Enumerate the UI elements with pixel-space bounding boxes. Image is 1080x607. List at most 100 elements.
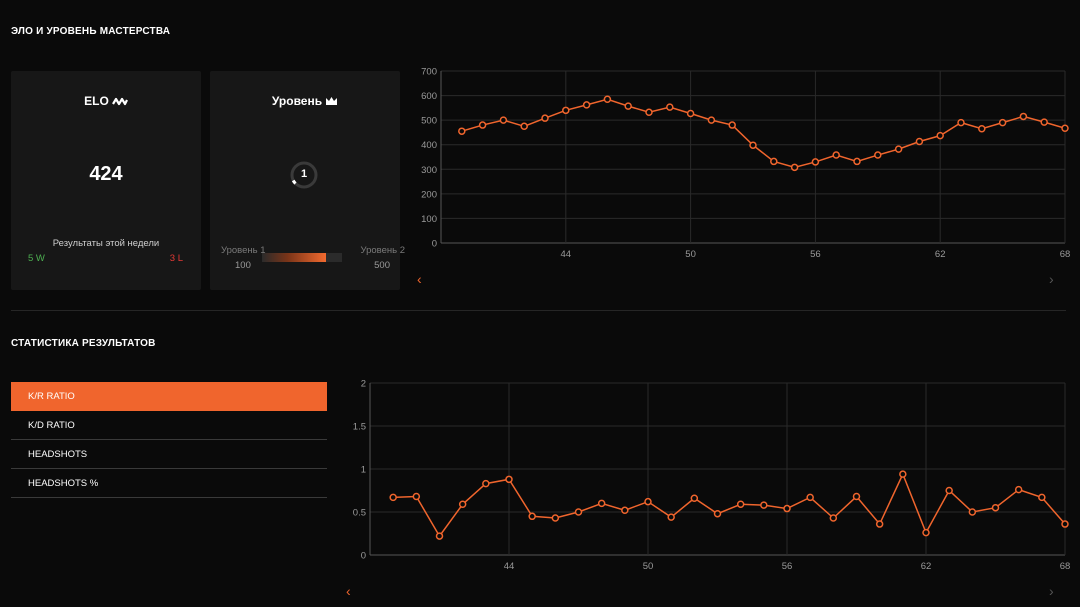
data-point [458,127,466,135]
series-line [393,472,1066,538]
data-point [666,103,674,111]
data-point [899,470,907,478]
level-progress-fill [262,253,326,262]
data-point [562,106,570,115]
data-point [551,514,560,522]
data-point [829,514,838,522]
data-point [998,118,1007,127]
y-tick-label: 0 [432,239,437,250]
level-card: Уровень 1 Уровень 1 Уровень 2 100 500 [210,71,405,290]
x-tick-label: 68 [1060,249,1071,260]
stats-menu-item[interactable]: HEADSHOTS % [11,469,327,498]
data-point [991,503,1000,512]
level-number: 1 [300,168,308,180]
data-point [435,532,444,540]
crown-icon [326,97,338,105]
data-point [1040,118,1048,126]
data-point [728,121,736,129]
data-point [1014,485,1023,494]
elo-section-title: ЭЛО И УРОВЕНЬ МАСТЕРСТВА [11,26,171,37]
elo-title: ELO [84,94,109,108]
data-point [945,486,953,495]
data-point [582,101,591,109]
elo-wave-icon [111,97,128,106]
data-point [686,109,695,118]
x-tick-label: 62 [935,249,946,260]
x-tick-label: 68 [1060,561,1071,572]
elo-chart: 0 100 200 300 400 500 600 700 44 50 56 62 68 [421,67,1071,261]
stats-menu: K/R RATIO K/D RATIO HEADSHOTS HEADSHOTS % [11,382,327,498]
data-point [713,509,722,518]
y-tick-label: 0 [361,551,366,562]
data-point [499,116,508,124]
stats-section-title: СТАТИСТИКА РЕЗУЛЬТАТОВ [11,338,156,349]
week-results-label: Результаты этой недели [52,238,160,249]
data-point [707,116,716,124]
wins-count: 5 W [28,253,45,264]
y-tick-label: 600 [421,91,437,102]
level-from-value: 100 [235,260,251,271]
stats-chart-prev-button[interactable]: ‹ [346,583,351,599]
data-point [1019,112,1028,121]
data-point [875,520,884,528]
elo-card: ELO 424 Результаты этой недели 5 W 3 L [11,71,201,290]
data-point [936,131,944,140]
data-point [597,499,606,508]
data-point [770,157,778,166]
data-point [783,504,791,513]
data-point [1061,520,1069,528]
elo-chart-next-button[interactable]: › [1049,271,1054,287]
data-point [520,122,528,131]
data-point [736,500,745,509]
y-tick-label: 400 [421,140,437,151]
y-tick-label: 0.5 [353,508,366,519]
data-point [922,528,930,537]
y-tick-label: 1 [361,465,366,476]
data-point [458,500,467,509]
level-progress-bar [262,253,342,262]
data-point [541,114,549,122]
data-point [478,121,487,129]
stats-menu-item[interactable]: HEADSHOTS [11,440,327,469]
data-point [852,492,861,501]
data-point [968,508,977,516]
data-point [790,163,799,172]
data-point [644,497,652,506]
data-point [760,501,768,509]
level-from-label: Уровень 1 [221,245,266,256]
level-card-header: Уровень [210,94,400,108]
stats-menu-item[interactable]: K/R RATIO [11,382,327,411]
data-point [811,158,820,166]
y-tick-label: 2 [361,379,366,390]
x-tick-label: 50 [685,249,696,260]
data-point [667,513,675,521]
data-point [482,479,490,488]
y-tick-label: 700 [421,67,437,78]
y-tick-label: 500 [421,116,437,127]
data-point [853,157,861,166]
data-point [690,494,699,502]
data-point [528,512,536,521]
section-divider [11,310,1066,311]
data-point [505,475,513,484]
y-tick-label: 1.5 [353,422,366,433]
elo-chart-prev-button[interactable]: ‹ [417,271,422,287]
data-point [806,493,814,502]
x-tick-label: 62 [921,561,932,572]
level-to-label: Уровень 2 [360,245,405,256]
data-point [1061,124,1069,133]
data-point [603,95,612,104]
series-line [461,98,1066,169]
elo-card-header: ELO [11,94,201,108]
level-to-value: 500 [374,260,390,271]
x-tick-label: 50 [643,561,654,572]
stats-menu-item[interactable]: K/D RATIO [11,411,327,440]
data-point [645,108,653,117]
data-point [749,141,757,149]
x-tick-label: 44 [561,249,572,260]
stats-chart-next-button[interactable]: › [1049,583,1054,599]
data-point [915,137,924,146]
data-point [574,508,583,516]
data-point [832,151,840,159]
data-point [621,506,629,515]
